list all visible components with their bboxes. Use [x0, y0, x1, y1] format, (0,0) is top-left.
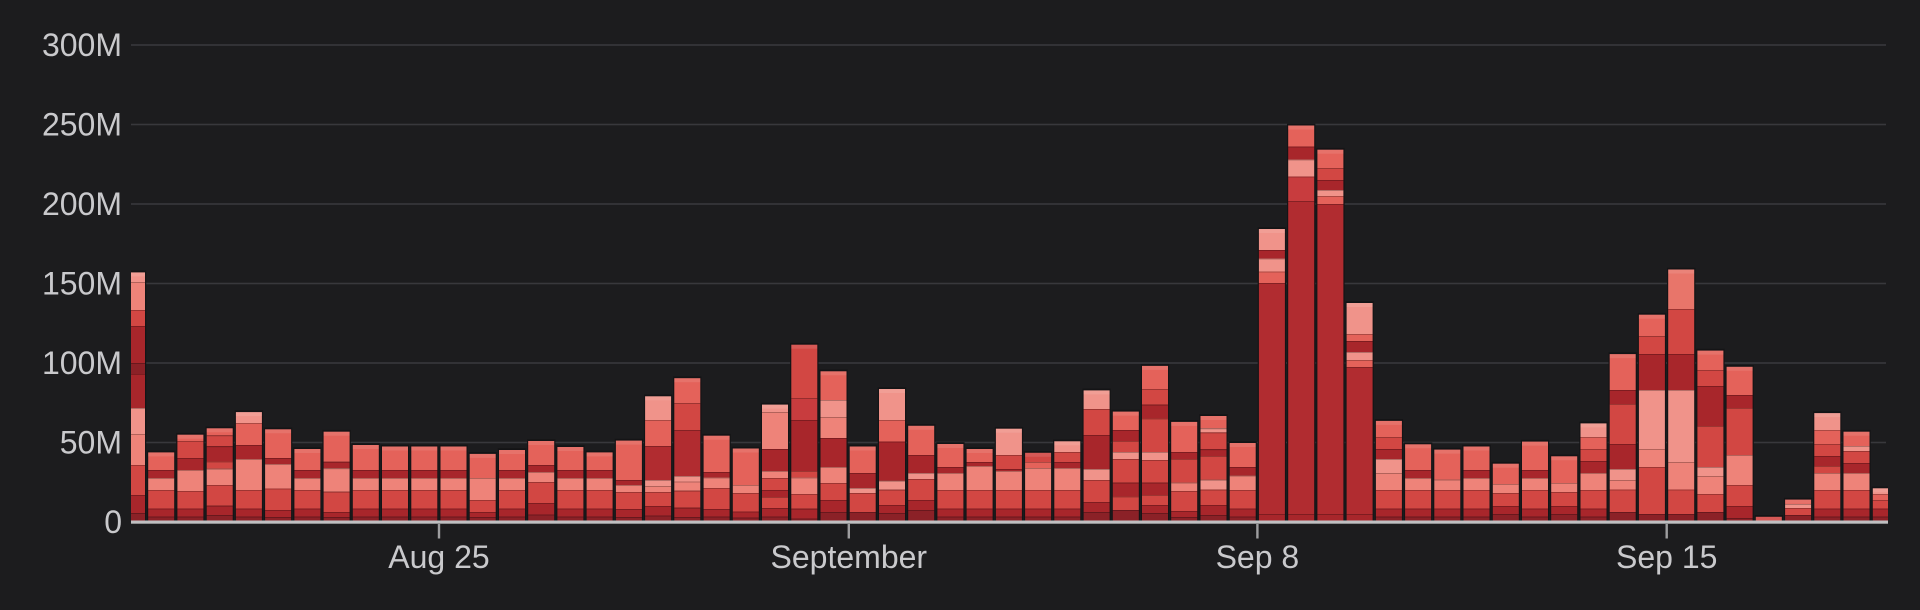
svg-text:Sep 8: Sep 8	[1216, 539, 1300, 575]
svg-text:150M: 150M	[42, 266, 122, 302]
svg-text:Aug 25: Aug 25	[388, 539, 489, 575]
svg-text:0: 0	[104, 504, 122, 540]
svg-text:September: September	[771, 539, 928, 575]
svg-text:200M: 200M	[42, 186, 122, 222]
svg-text:50M: 50M	[60, 425, 122, 461]
svg-text:100M: 100M	[42, 345, 122, 381]
svg-text:300M: 300M	[42, 27, 122, 63]
svg-text:Sep 15: Sep 15	[1616, 539, 1717, 575]
svg-text:250M: 250M	[42, 107, 122, 143]
